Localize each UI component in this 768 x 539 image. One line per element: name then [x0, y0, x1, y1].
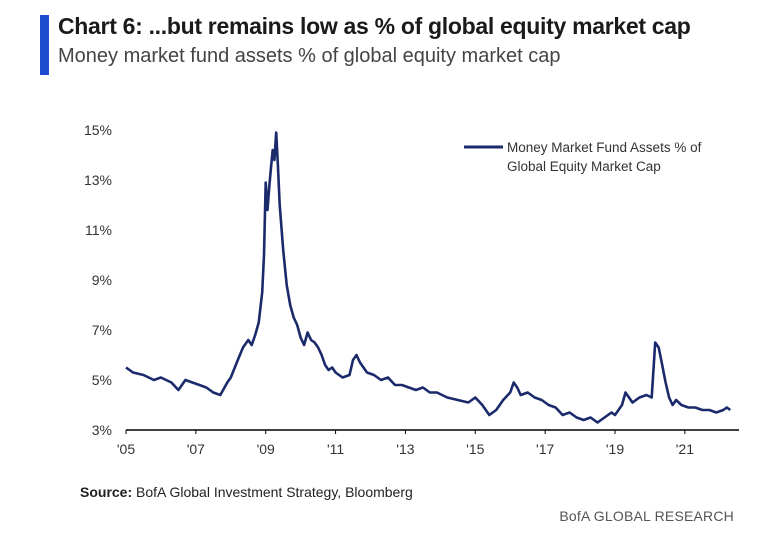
- legend-label-line: Global Equity Market Cap: [507, 159, 661, 174]
- y-tick-label: 15%: [84, 122, 112, 138]
- x-tick-label: '09: [257, 441, 275, 457]
- x-tick-label: '07: [187, 441, 205, 457]
- y-tick-label: 3%: [92, 422, 112, 438]
- brand-label: BofA GLOBAL RESEARCH: [559, 508, 734, 524]
- y-tick-label: 7%: [92, 322, 112, 338]
- chart-subtitle: Money market fund assets % of global equ…: [58, 45, 561, 67]
- x-tick-label: '11: [327, 441, 344, 457]
- y-tick-label: 9%: [92, 272, 112, 288]
- x-tick-label: '21: [676, 441, 694, 457]
- source-text: BofA Global Investment Strategy, Bloombe…: [136, 484, 413, 500]
- source-note: Source: BofA Global Investment Strategy,…: [80, 484, 413, 500]
- x-tick-label: '13: [396, 441, 414, 457]
- legend-label-line: Money Market Fund Assets % of: [507, 140, 702, 155]
- series-layer: [125, 131, 732, 424]
- series-line: [125, 131, 732, 424]
- legend: Money Market Fund Assets % of Global Equi…: [464, 140, 702, 174]
- title-accent-bar: [40, 15, 49, 75]
- y-axis-ticks: 3% 5% 7% 9% 11% 13% 15%: [84, 122, 112, 438]
- y-tick-label: 5%: [92, 372, 112, 388]
- source-label: Source:: [80, 484, 133, 500]
- chart-title: Chart 6: ...but remains low as % of glob…: [58, 13, 691, 39]
- x-tick-label: '15: [466, 441, 484, 457]
- line-chart: 3%5%7%9%11%13%15% '05'07'09'11'13'15'17 '…: [84, 122, 739, 457]
- legend-label: Money Market Fund Assets % of Global Equi…: [507, 140, 702, 174]
- x-tick-label: '17: [536, 441, 554, 457]
- x-tick-label: '05: [117, 441, 135, 457]
- y-tick-label: 11%: [85, 222, 112, 238]
- y-tick-label: 13%: [84, 172, 112, 188]
- x-axis-ticks: '05 '07 '09 '11 '13 '15 '17 '19 '21: [117, 430, 694, 457]
- x-tick-label: '19: [606, 441, 624, 457]
